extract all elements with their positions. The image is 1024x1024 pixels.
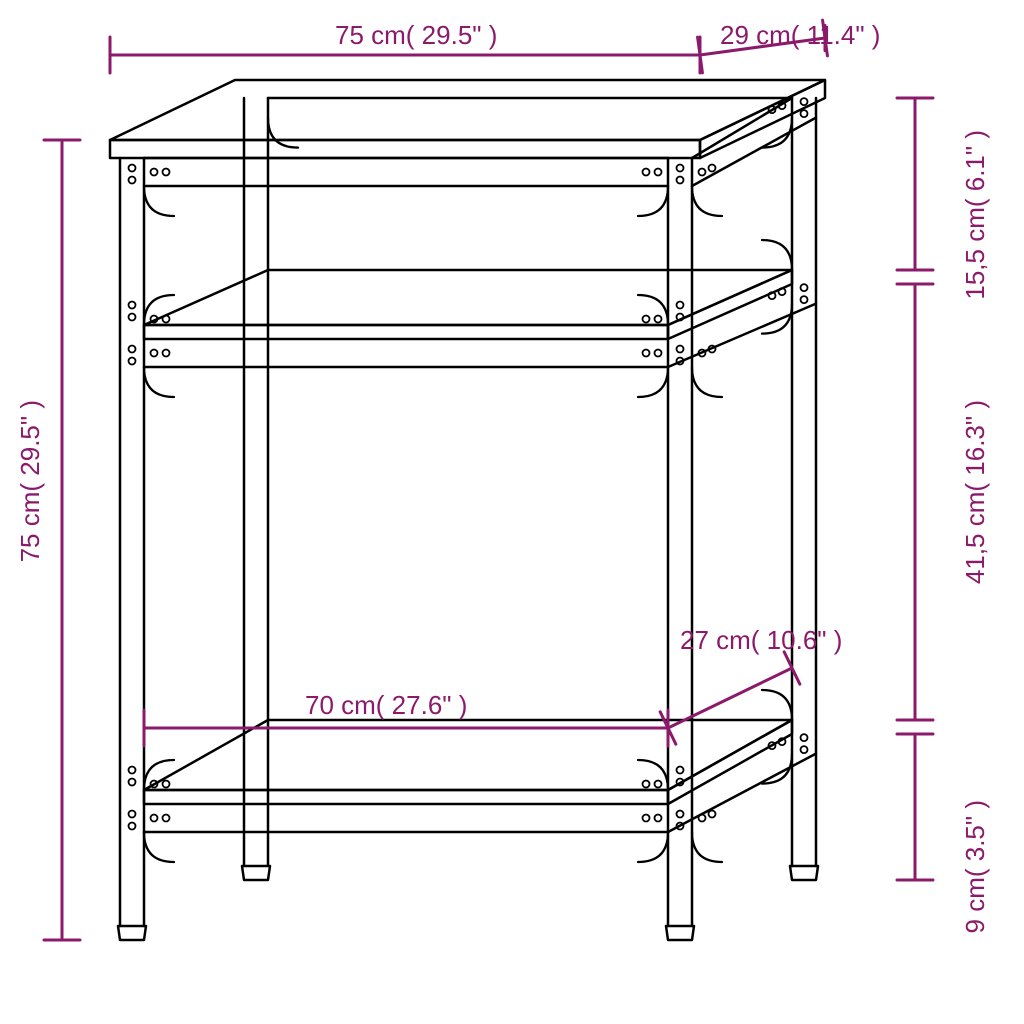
dim-top-depth: 29 cm( 11.4" ) — [720, 20, 880, 51]
dim-shelf-depth: 27 cm( 10.6" ) — [680, 625, 842, 656]
dim-top-width: 75 cm( 29.5" ) — [335, 20, 497, 51]
dim-middle-gap: 41,5 cm( 16.3" ) — [960, 400, 991, 584]
dim-upper-gap: 15,5 cm( 6.1" ) — [960, 130, 991, 300]
dim-shelf-width: 70 cm( 27.6" ) — [305, 690, 467, 721]
dim-bottom-clearance: 9 cm( 3.5" ) — [960, 800, 991, 933]
dim-total-height: 75 cm( 29.5" ) — [15, 400, 46, 562]
